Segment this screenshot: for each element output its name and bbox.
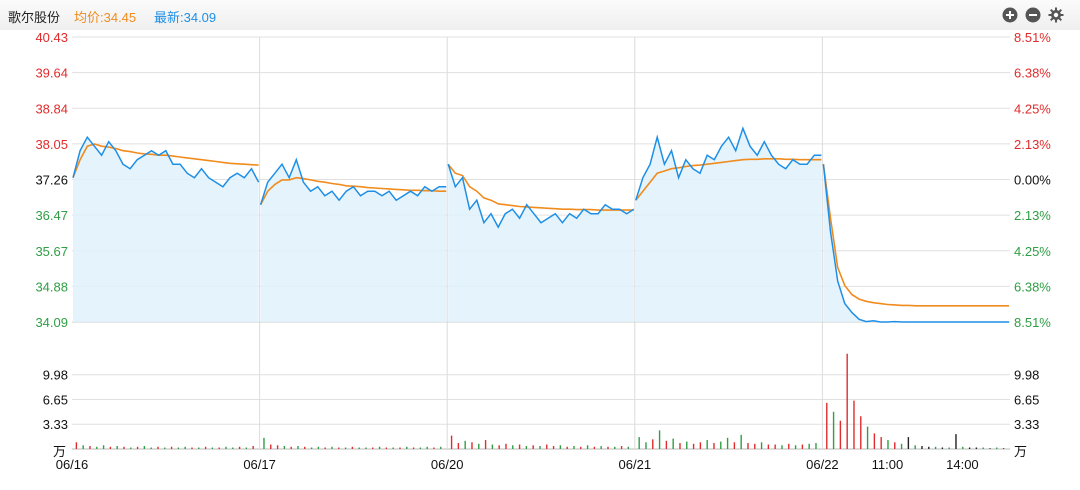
price-tick-label: 39.64	[35, 66, 68, 81]
x-axis-label: 06/20	[431, 457, 464, 472]
zoom-in-icon[interactable]	[1002, 7, 1018, 23]
volume-tick-label-right: 9.98	[1014, 368, 1039, 383]
price-line-06/20	[447, 163, 635, 229]
x-axis-label: 11:00	[872, 457, 904, 472]
x-axis-label: 06/16	[56, 457, 89, 472]
price-tick-label: 38.84	[35, 101, 68, 116]
volume-tick-label: 6.65	[43, 393, 68, 408]
gear-icon[interactable]	[1048, 7, 1064, 23]
price-area-06/16	[73, 137, 259, 322]
stock-chart: 40.43 39.64 38.84 38.05 37.26 36.47 35.67 34.88…	[0, 30, 1080, 490]
price-tick-label: 34.09	[35, 315, 68, 330]
stock-name: 歌尔股份	[8, 10, 61, 25]
percent-tick-label: 6.38%	[1014, 66, 1051, 81]
x-axis-label: 06/17	[243, 457, 276, 472]
average-line-06/16	[72, 143, 259, 178]
percent-tick-label: 6.38%	[1014, 279, 1051, 294]
x-axis-label: 06/22	[806, 457, 839, 472]
price-line-06/22	[822, 164, 1009, 323]
percent-tick-label: 4.25%	[1014, 244, 1051, 259]
average-price-label: 均价:34.45	[74, 10, 137, 25]
average-line-06/20	[447, 163, 634, 211]
volume-unit-label: 万	[53, 444, 66, 459]
percent-tick-label: 4.25%	[1014, 101, 1051, 116]
price-tick-label: 37.26	[35, 173, 68, 188]
percent-tick-label: 0.00%	[1014, 173, 1051, 188]
volume-unit-label-right: 万	[1014, 444, 1027, 459]
price-tick-label: 36.47	[35, 208, 68, 223]
price-line-06/16	[72, 135, 260, 188]
volume-tick-label: 3.33	[43, 417, 68, 432]
price-tick-label: 34.88	[35, 279, 68, 294]
price-line-06/21	[635, 126, 822, 201]
price-line-06/17	[259, 157, 447, 205]
x-axis-label: 14:00	[946, 457, 979, 472]
price-area-06/21	[635, 128, 822, 322]
price-area-06/17	[260, 159, 447, 322]
percent-tick-label: 2.13%	[1014, 137, 1051, 152]
average-line-06/21	[635, 158, 822, 201]
price-area-06/20	[448, 164, 634, 322]
volume-tick-label: 9.98	[43, 368, 68, 383]
zoom-out-icon[interactable]	[1025, 7, 1041, 23]
price-tick-label: 38.05	[35, 137, 68, 152]
price-area-06/22	[823, 164, 1009, 322]
x-axis-label: 06/21	[619, 457, 652, 472]
percent-tick-label: 2.13%	[1014, 208, 1051, 223]
average-line-06/22	[822, 164, 1009, 307]
percent-tick-label: 8.51%	[1014, 30, 1051, 45]
volume-tick-label-right: 3.33	[1014, 417, 1039, 432]
percent-tick-label: 8.51%	[1014, 315, 1051, 330]
latest-price-label: 最新:34.09	[154, 10, 217, 25]
chart-header: 歌尔股份 均价:34.45 最新:34.09	[0, 0, 1080, 31]
price-tick-label: 35.67	[35, 244, 68, 259]
price-tick-label: 40.43	[35, 30, 68, 45]
volume-tick-label-right: 6.65	[1014, 393, 1039, 408]
